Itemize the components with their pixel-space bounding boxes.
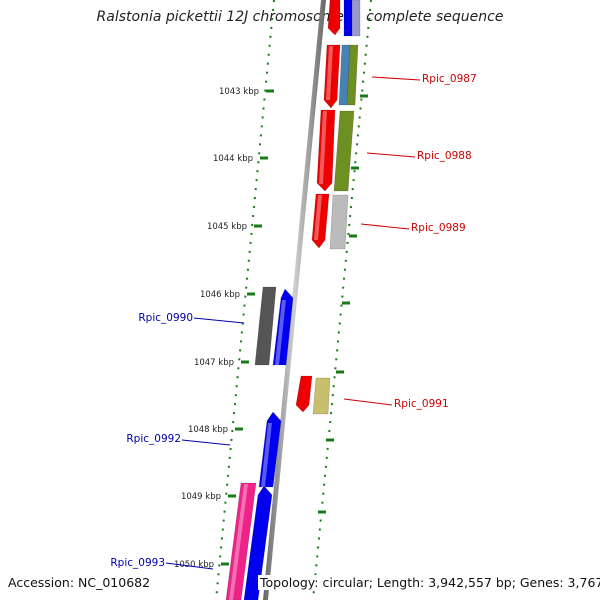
- scale-tick-label: 1046 kbp: [200, 290, 240, 300]
- sequence-summary-text: Topology: circular; Length: 3,942,557 bp…: [258, 575, 600, 590]
- gene-bar[interactable]: [312, 377, 331, 415]
- gene-bar[interactable]: [329, 194, 349, 250]
- gene-label[interactable]: Rpic_0990: [138, 312, 193, 324]
- gene-bar[interactable]: [225, 482, 257, 600]
- gene-arrow[interactable]: [258, 411, 282, 488]
- gene-arrow[interactable]: [323, 44, 341, 109]
- gene-bar[interactable]: [254, 286, 277, 366]
- gene-label[interactable]: Rpic_0988: [417, 150, 472, 162]
- chromosome-backbone: [263, 0, 326, 600]
- scale-tick-label: 1045 kbp: [207, 222, 247, 232]
- gene-arrow[interactable]: [272, 288, 294, 366]
- gene-bar[interactable]: [351, 0, 361, 37]
- gene-leader-line: [343, 398, 393, 406]
- gene-arrow[interactable]: [316, 109, 336, 192]
- gene-bar[interactable]: [333, 110, 355, 192]
- gene-leader-line: [165, 562, 214, 570]
- gene-highlight: [314, 195, 322, 240]
- accession-text: Accession: NC_010682: [6, 575, 153, 590]
- gene-arrow[interactable]: [327, 0, 341, 36]
- scale-tick-label: 1049 kbp: [181, 492, 221, 502]
- scale-ticks: 1043 kbp 1044 kbp 1045 kbp 1046 kbp 1047 kbp…: [174, 87, 368, 570]
- right-track-guide: [312, 0, 372, 600]
- gene-arrow[interactable]: [295, 375, 313, 413]
- gene-arrow[interactable]: [243, 485, 273, 600]
- gene-leader-line: [366, 152, 416, 158]
- gene-label[interactable]: Rpic_0989: [411, 222, 466, 234]
- gene-labels: Rpic_0987 Rpic_0988 Rpic_0989 Rpic_0991 Rpic…: [110, 73, 477, 570]
- gene-leader-line: [193, 317, 245, 324]
- scale-tick-label: 1050 kbp: [174, 560, 214, 570]
- gene-label[interactable]: Rpic_0991: [394, 398, 449, 410]
- gene-label[interactable]: Rpic_0992: [126, 433, 181, 445]
- gene-leader-line: [181, 439, 231, 446]
- sequence-title: Ralstonia pickettii 12J chromosome 1, co…: [96, 9, 504, 25]
- gene-bar[interactable]: [343, 0, 353, 37]
- gene-leader-line: [371, 76, 421, 81]
- gene-highlight: [319, 111, 327, 184]
- scale-tick-label: 1047 kbp: [194, 358, 234, 368]
- scale-tick-label: 1044 kbp: [213, 154, 253, 164]
- gene-highlight: [275, 300, 286, 365]
- gene-highlight: [326, 46, 333, 100]
- gene-bar[interactable]: [346, 44, 359, 106]
- gene-label[interactable]: Rpic_0987: [422, 73, 477, 85]
- gene-leader-line: [360, 223, 410, 230]
- track-guides: [215, 0, 372, 600]
- left-track-guide: [215, 0, 275, 600]
- scale-tick-label: 1048 kbp: [188, 425, 228, 435]
- gene-features: [225, 0, 361, 600]
- gene-arrow[interactable]: [311, 193, 330, 249]
- gene-label[interactable]: Rpic_0993: [110, 557, 165, 569]
- gene-highlight: [261, 423, 272, 487]
- scale-tick-label: 1043 kbp: [219, 87, 259, 97]
- gene-highlight: [229, 484, 248, 600]
